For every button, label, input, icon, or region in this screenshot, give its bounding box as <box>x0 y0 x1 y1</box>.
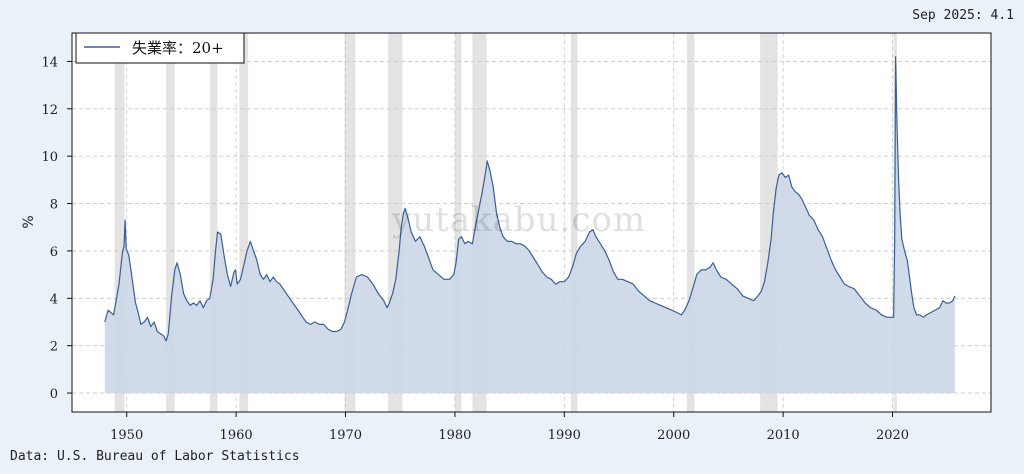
data-source: Data: U.S. Bureau of Labor Statistics <box>10 449 300 464</box>
y-tick-label: 14 <box>41 55 58 70</box>
recession-band <box>570 33 578 412</box>
x-axis-ticks: 1950 1960 1970 1980 1990 2000 2010 2020 <box>110 412 909 443</box>
legend-box <box>75 32 245 64</box>
x-tick-label: 2020 <box>876 428 909 443</box>
legend: 失業率：20+ <box>75 32 245 64</box>
series-line <box>104 56 956 342</box>
recession-band <box>344 33 356 412</box>
y-tick-label: 6 <box>50 245 58 260</box>
x-tick-label: 1980 <box>438 428 471 443</box>
legend-label: 失業率：20+ <box>132 39 224 57</box>
watermark: yutakabu.com <box>392 200 647 240</box>
plot-frame <box>71 32 992 413</box>
y-tick-label: 4 <box>50 292 58 307</box>
y-tick-label: 2 <box>50 340 58 355</box>
recession-band <box>454 33 462 412</box>
x-tick-label: 1950 <box>110 428 143 443</box>
x-tick-label: 2000 <box>657 428 690 443</box>
x-tick-label: 1990 <box>548 428 581 443</box>
recession-band <box>239 33 249 412</box>
recession-band <box>166 33 175 412</box>
y-tick-label: 0 <box>50 387 58 402</box>
y-tick-label: 8 <box>50 198 58 213</box>
y-tick-label: 12 <box>41 103 58 118</box>
latest-reading: Sep 2025: 4.1 <box>912 8 1014 23</box>
y-axis-ticks: 0 2 4 6 8 10 12 14 <box>41 55 72 402</box>
x-tick-label: 1970 <box>329 428 362 443</box>
recession-band <box>686 33 695 412</box>
series-area <box>104 56 955 394</box>
y-tick-label: 10 <box>41 150 58 165</box>
recession-band <box>114 33 125 412</box>
x-tick-label: 1960 <box>220 428 253 443</box>
x-tick-label: 2010 <box>767 428 800 443</box>
y-axis-label: % <box>21 215 37 228</box>
recession-band <box>209 33 218 412</box>
